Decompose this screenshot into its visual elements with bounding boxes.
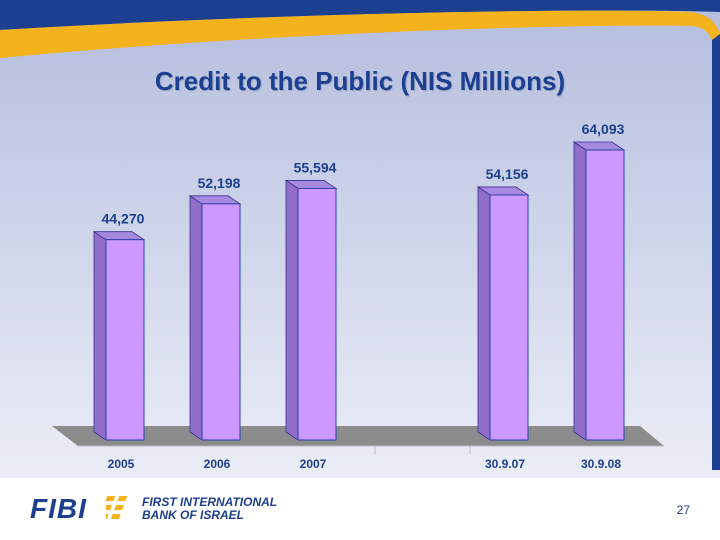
bar-2007 — [297, 187, 337, 441]
data-label-2007: 55,594 — [294, 159, 337, 175]
x-tick-label-30.9.07: 30.9.07 — [485, 457, 525, 471]
x-tick-label-30.9.08: 30.9.08 — [581, 457, 621, 471]
bank-name: FIRST INTERNATIONAL BANK OF ISRAEL — [142, 496, 277, 522]
bar-chart: 44,270 2005 52,198 2006 55,594 2007 54,156 30.9… — [52, 121, 664, 471]
bar-side-0-0 — [93, 230, 107, 441]
bank-name-line2: BANK OF ISRAEL — [142, 508, 244, 522]
bar-30.9.08 — [585, 149, 625, 441]
data-label-2006: 52,198 — [198, 175, 241, 191]
data-label-30.9.08: 64,093 — [582, 121, 625, 137]
bar-2005 — [105, 239, 145, 441]
top-gold-swoosh — [0, 10, 720, 150]
bar-side-0-1 — [189, 195, 203, 441]
x-tick-label-2007: 2007 — [300, 457, 327, 471]
bar-side-1-1 — [573, 141, 587, 441]
bar-2006 — [201, 203, 241, 441]
data-label-30.9.07: 54,156 — [486, 166, 529, 182]
bank-name-line1: FIRST INTERNATIONAL — [142, 495, 278, 509]
bar-side-0-2 — [285, 179, 299, 441]
slide-title: Credit to the Public (NIS Millions) — [154, 66, 566, 96]
data-label-2005: 44,270 — [102, 211, 145, 227]
right-navy-edge — [712, 34, 720, 470]
x-tick-label-2005: 2005 — [108, 457, 135, 471]
fibi-logo-icon — [106, 496, 128, 519]
x-tick-label-2006: 2006 — [204, 457, 231, 471]
page-number: 27 — [676, 503, 690, 517]
fibi-logo-wordmark: FIBI — [30, 493, 87, 524]
bar-side-1-0 — [477, 186, 491, 441]
bar-30.9.07 — [489, 194, 529, 441]
top-navy-band — [0, 0, 720, 30]
